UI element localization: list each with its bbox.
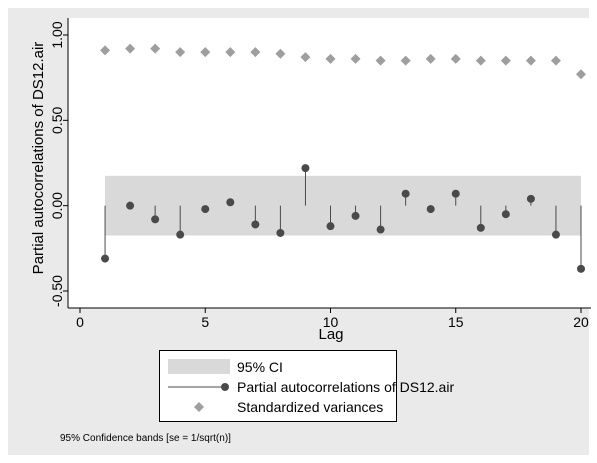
- pac-point: [301, 164, 310, 173]
- pac-point: [201, 205, 210, 214]
- y-axis-title: Partial autocorrelations of DS12.air: [30, 42, 47, 275]
- y-tick-label: 0.50: [49, 106, 65, 133]
- variance-point: [225, 47, 236, 58]
- variance-point: [150, 43, 161, 54]
- y-tick-label: 1.00: [49, 21, 65, 48]
- x-tick-label: 20: [573, 314, 589, 330]
- variance-point: [550, 55, 561, 66]
- diamond-layer: [100, 43, 586, 80]
- pac-point: [176, 230, 185, 239]
- legend-label-pac: Partial autocorrelations of DS12.air: [237, 379, 455, 395]
- pac-point: [501, 210, 510, 219]
- confidence-band-layer: [105, 175, 582, 236]
- variance-point: [325, 53, 336, 64]
- pac-point: [401, 189, 410, 198]
- spike-layer: [101, 164, 585, 273]
- variance-point: [350, 53, 361, 64]
- y-tick-label: -0.50: [49, 275, 65, 307]
- legend-swatch-variances: [194, 402, 204, 412]
- confidence-band: [105, 175, 582, 236]
- pac-point: [426, 205, 435, 214]
- variance-point: [450, 53, 461, 64]
- legend-swatch-ci: [168, 359, 230, 374]
- y-tick-label: 0.00: [49, 192, 65, 219]
- pac-point: [577, 264, 585, 273]
- pac-point: [551, 230, 560, 239]
- x-tick-label: 15: [448, 314, 464, 330]
- pac-point: [126, 201, 135, 210]
- variance-point: [500, 55, 511, 66]
- variance-point: [250, 47, 261, 58]
- legend-entry-variances: Standardized variances: [160, 397, 396, 417]
- variance-point: [375, 55, 386, 66]
- variance-point: [175, 47, 186, 58]
- x-axis-title: Lag: [318, 326, 343, 343]
- variance-point: [400, 55, 411, 66]
- variance-point: [125, 43, 136, 54]
- pac-point: [226, 198, 235, 207]
- pac-point: [251, 220, 260, 229]
- pac-point: [376, 225, 385, 234]
- legend-entry-ci: 95% CI: [160, 357, 396, 377]
- variance-point: [525, 55, 536, 66]
- x-tick-label: 5: [201, 314, 209, 330]
- variance-point: [100, 45, 111, 56]
- legend-swatch-pac: [168, 383, 229, 391]
- pac-point: [101, 254, 110, 263]
- pac-point: [526, 194, 535, 203]
- variance-point: [275, 48, 286, 59]
- legend-label-ci: 95% CI: [237, 359, 283, 375]
- pac-point: [276, 228, 285, 237]
- pac-point: [351, 211, 360, 220]
- x-tick-label: 0: [76, 314, 84, 330]
- variance-point: [475, 55, 486, 66]
- confidence-note: 95% Confidence bands [se = 1/sqrt(n)]: [60, 433, 231, 444]
- variance-point: [425, 53, 436, 64]
- legend-entry-pac: Partial autocorrelations of DS12.air: [160, 377, 454, 397]
- variance-point: [200, 47, 211, 58]
- plot-area: [68, 18, 591, 308]
- legend-label-variances: Standardized variances: [237, 399, 384, 415]
- legend: 95% CI Partial autocorrelations of DS12.…: [159, 350, 454, 422]
- pac-point: [326, 222, 335, 231]
- variance-point: [576, 69, 586, 80]
- variance-point: [300, 52, 311, 63]
- axes-layer: 0 5 10 15 20 -0.50 0.00 0.50 1.00: [49, 18, 591, 330]
- pac-point: [476, 223, 485, 232]
- pac-point: [451, 189, 460, 198]
- x-tick-label: 10: [323, 314, 339, 330]
- pac-point: [151, 215, 160, 224]
